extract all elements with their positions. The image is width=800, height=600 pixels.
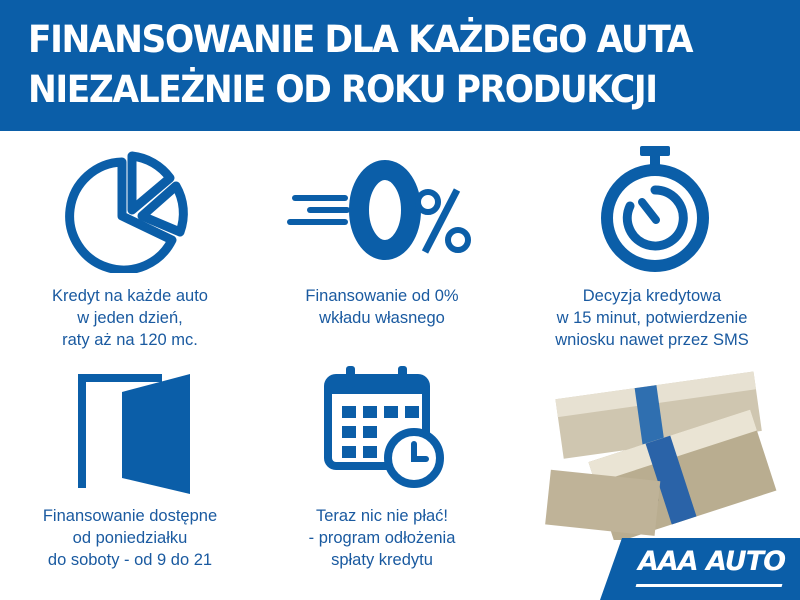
caption-line: Finansowanie od 0%	[305, 287, 459, 305]
aaa-auto-logo: AAA AUTO	[600, 538, 800, 600]
caption-line: - program odłożenia	[308, 529, 456, 547]
zero-percent-icon	[287, 160, 471, 260]
caption-line: Finansowanie dostępne	[42, 507, 218, 525]
caption-line: wkładu własnego	[319, 309, 445, 327]
caption-line: w jeden dzień,	[77, 309, 183, 327]
caption-line: do soboty - od 9 do 21	[47, 551, 213, 569]
headline-line-2: NIEZALEŻNIE OD ROKU PRODUKCJI	[28, 68, 658, 111]
feature-caption-decision: Decyzja kredytowa w 15 minut, potwierdze…	[522, 285, 782, 351]
caption-line: Decyzja kredytowa	[582, 287, 722, 305]
caption-line: w 15 minut, potwierdzenie	[556, 309, 748, 327]
open-door-icon	[78, 374, 190, 494]
caption-line: od poniedziałku	[72, 529, 188, 547]
caption-line: raty aż na 120 mc.	[62, 331, 198, 349]
caption-line: Teraz nic nie płać!	[315, 507, 449, 525]
caption-line: spłaty kredytu	[331, 551, 433, 569]
pie-chart-icon	[65, 151, 188, 273]
logo-text: AAA AUTO	[638, 546, 786, 577]
feature-caption-down-payment: Finansowanie od 0% wkładu własnego	[252, 285, 512, 329]
caption-line: wniosku nawet przez SMS	[555, 331, 749, 349]
caption-line: Kredyt na każde auto	[52, 287, 208, 305]
header-banner: FINANSOWANIE DLA KAŻDEGO AUTA NIEZALEŻNI…	[0, 0, 800, 131]
stopwatch-icon	[601, 146, 709, 272]
feature-caption-credit: Kredyt na każde auto w jeden dzień, raty…	[0, 285, 260, 351]
feature-caption-hours: Finansowanie dostępne od poniedziałku do…	[0, 505, 260, 571]
calendar-clock-icon	[324, 366, 444, 488]
headline-line-1: FINANSOWANIE DLA KAŻDEGO AUTA	[28, 18, 693, 61]
money-stacks-image: 200	[545, 371, 777, 540]
feature-caption-deferral: Teraz nic nie płać! - program odłożenia …	[252, 505, 512, 571]
logo-underline	[635, 584, 783, 587]
